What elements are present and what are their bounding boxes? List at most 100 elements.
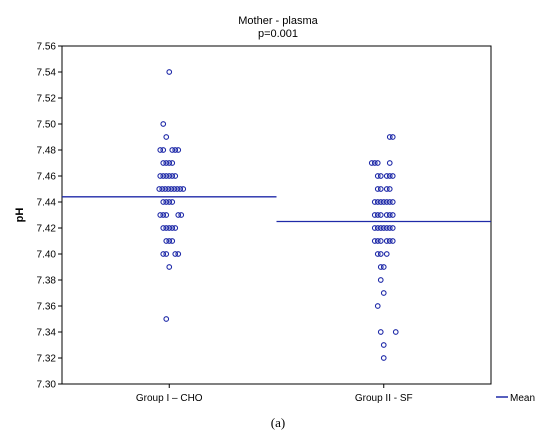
data-point [169, 199, 176, 205]
data-point [371, 212, 378, 218]
data-point [163, 251, 170, 257]
data-point [180, 186, 187, 192]
data-point [389, 238, 396, 244]
data-point [163, 212, 170, 218]
data-point [380, 290, 387, 296]
data-point [386, 173, 393, 179]
data-point [166, 225, 173, 231]
data-point [371, 238, 378, 244]
data-point [160, 251, 167, 257]
data-point [371, 199, 378, 205]
data-point [163, 199, 170, 205]
data-point [386, 212, 393, 218]
data-point [166, 199, 173, 205]
data-point [380, 264, 387, 270]
plot-area [61, 45, 492, 385]
y-tick-label: 7.48 [37, 146, 57, 157]
data-point [175, 212, 182, 218]
data-point [374, 303, 381, 309]
data-point [156, 186, 163, 192]
data-point [166, 160, 173, 166]
data-point [160, 199, 167, 205]
data-point [380, 342, 387, 348]
data-point [371, 225, 378, 231]
data-point [383, 199, 390, 205]
data-point [169, 160, 176, 166]
data-point [159, 186, 166, 192]
data-point [160, 147, 167, 153]
data-point [175, 147, 182, 153]
data-point [374, 160, 381, 166]
data-point [169, 147, 176, 153]
y-axis-label: pH [14, 208, 26, 223]
data-point [383, 225, 390, 231]
y-tick-label: 7.42 [37, 224, 57, 235]
data-point [374, 212, 381, 218]
chart-subtitle: p=0.001 [258, 28, 298, 40]
data-point [162, 186, 169, 192]
data-point [163, 134, 170, 140]
data-point [157, 212, 164, 218]
data-point [166, 69, 173, 75]
data-point [383, 173, 390, 179]
data-point [377, 251, 384, 257]
x-axis: Group I – CHO Group II - SF [136, 384, 413, 404]
figure-caption: (a) [271, 415, 285, 430]
data-point [389, 212, 396, 218]
data-point [383, 212, 390, 218]
data-point [172, 173, 179, 179]
y-axis: 7.30 7.32 7.34 7.36 7.38 7.40 7.42 7.44 7.46 7.48… [37, 42, 62, 391]
y-tick-label: 7.30 [37, 380, 57, 391]
data-points [156, 69, 399, 361]
legend-mean-label: Mean [510, 393, 535, 404]
data-point [169, 173, 176, 179]
data-point [178, 212, 185, 218]
data-point [168, 186, 175, 192]
data-point [377, 277, 384, 283]
data-point [377, 238, 384, 244]
data-point [380, 355, 387, 361]
data-point [163, 173, 170, 179]
legend: Mean [496, 393, 535, 404]
data-point [383, 251, 390, 257]
data-point [169, 238, 176, 244]
data-point [157, 173, 164, 179]
data-point [160, 225, 167, 231]
y-tick-label: 7.52 [37, 94, 57, 105]
y-tick-label: 7.32 [37, 354, 57, 365]
data-point [368, 160, 375, 166]
data-point [166, 264, 173, 270]
data-point [160, 173, 167, 179]
mean-lines [62, 196, 491, 223]
data-point [380, 225, 387, 231]
chart-title: Mother - plasma [238, 15, 318, 27]
data-point [383, 238, 390, 244]
y-tick-label: 7.40 [37, 250, 57, 261]
x-tick-label: Group II - SF [355, 393, 413, 404]
data-point [392, 329, 399, 335]
y-tick-label: 7.38 [37, 276, 57, 287]
data-point [386, 199, 393, 205]
data-point [377, 173, 384, 179]
data-point [383, 186, 390, 192]
data-point [374, 225, 381, 231]
y-tick-label: 7.56 [37, 42, 57, 53]
data-point [171, 186, 178, 192]
data-point [163, 238, 170, 244]
data-point [374, 251, 381, 257]
data-point [172, 251, 179, 257]
data-point [371, 160, 378, 166]
data-point [377, 264, 384, 270]
data-point [165, 186, 172, 192]
data-point [377, 212, 384, 218]
data-point [386, 225, 393, 231]
y-tick-label: 7.54 [37, 68, 57, 79]
data-point [160, 121, 167, 127]
data-point [163, 316, 170, 322]
data-point [177, 186, 184, 192]
data-point [160, 212, 167, 218]
data-point [175, 251, 182, 257]
data-point [386, 238, 393, 244]
